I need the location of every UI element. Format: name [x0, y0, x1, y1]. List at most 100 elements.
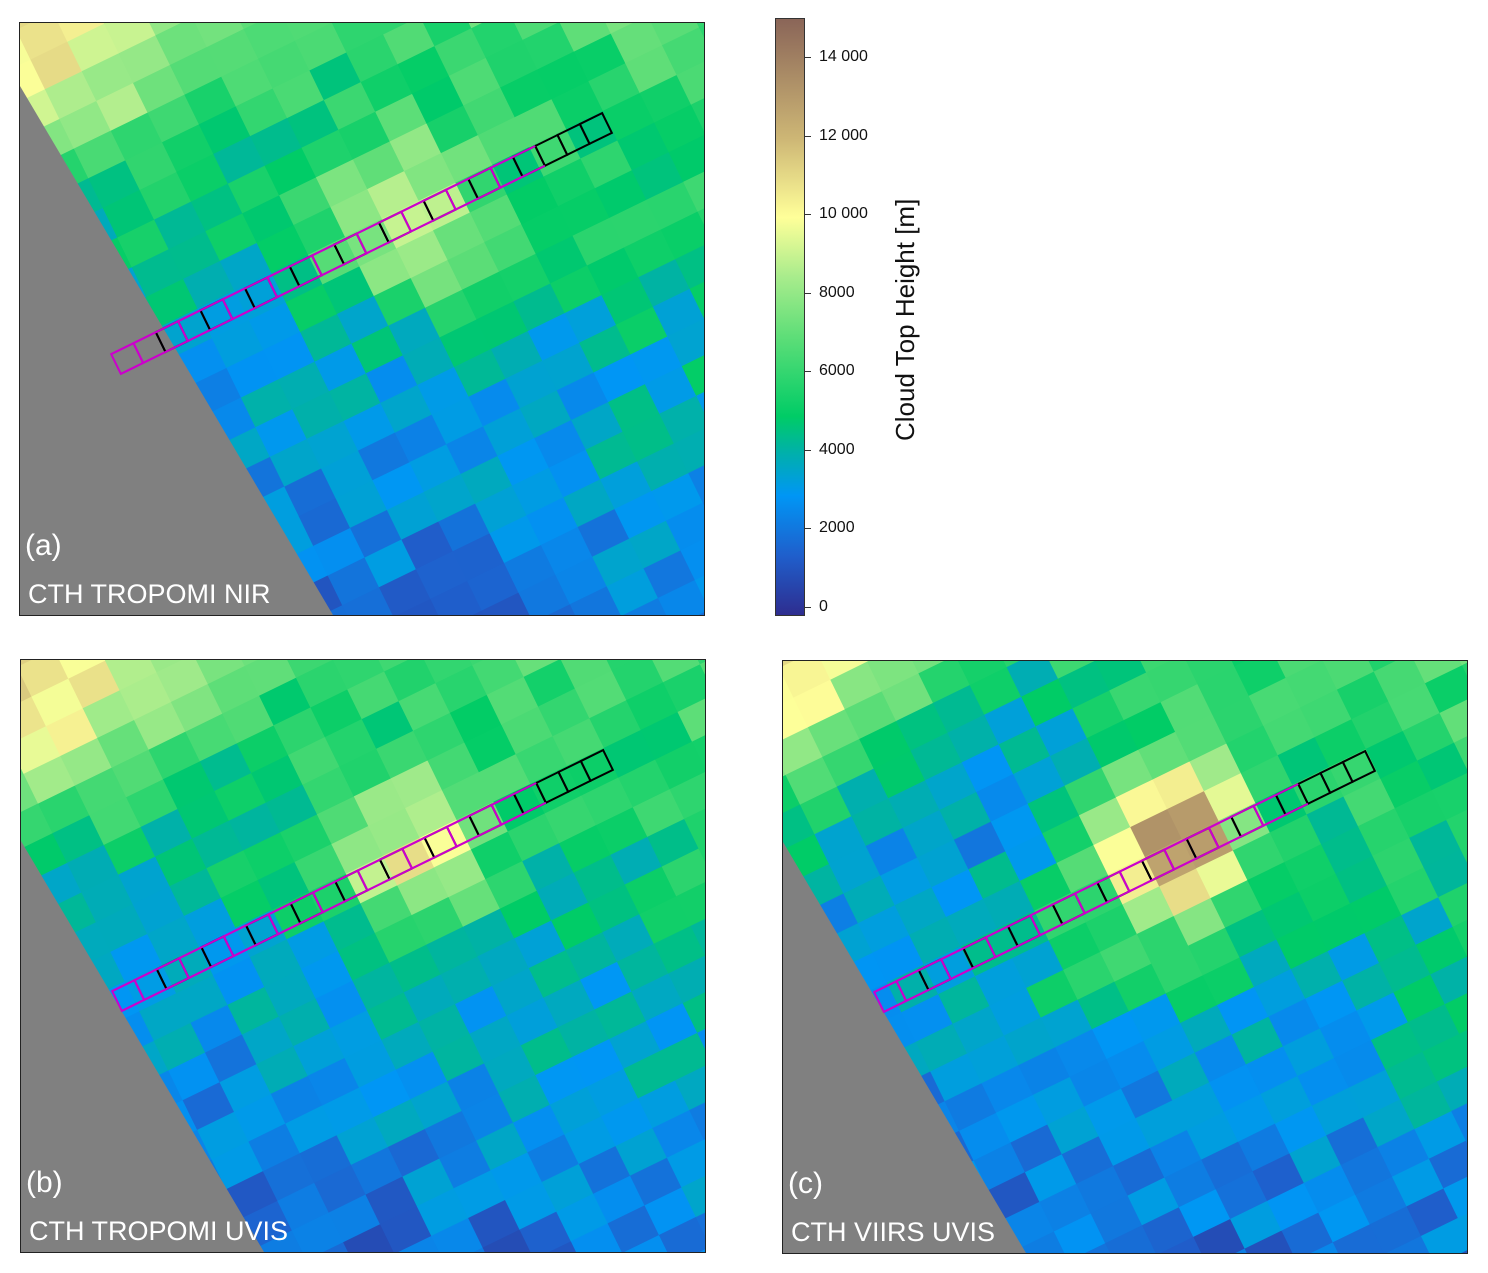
heatmap-cell [430, 580, 483, 615]
heatmap-cell [547, 604, 576, 615]
track-divider [177, 320, 189, 342]
colorbar-label: Cloud Top Height [m] [890, 198, 920, 442]
heatmap-cell [1438, 883, 1467, 928]
heatmap-cell [677, 698, 705, 743]
heatmap-cell [1417, 742, 1467, 791]
heatmap-cell [1459, 1030, 1467, 1050]
heatmap-cell [675, 245, 704, 290]
heatmap-cell [1386, 1235, 1430, 1253]
heatmap-cell [607, 1205, 660, 1252]
heatmap-cell [514, 23, 559, 41]
heatmap-cell [58, 23, 105, 43]
heatmap-cell [783, 804, 816, 851]
colorbar-tick [805, 135, 811, 137]
track [872, 749, 1377, 1014]
heatmap-cell [423, 23, 472, 47]
colorbar-tick [805, 371, 811, 373]
heatmap-cell [655, 741, 705, 790]
track-pixel [578, 111, 614, 146]
heatmap-cell [698, 24, 704, 38]
heatmap-cell [918, 661, 971, 704]
colorbar-tick-label: 6000 [819, 362, 855, 380]
heatmap-cell [548, 1241, 577, 1252]
track-divider [267, 914, 279, 935]
heatmap-cell [689, 281, 704, 319]
colorbar-tick [805, 292, 811, 294]
heatmap-cell [668, 955, 705, 1004]
heatmap-cell [1428, 1140, 1467, 1189]
heatmap-cell [696, 23, 704, 28]
heatmap-cell [694, 575, 704, 599]
track-divider [1029, 915, 1041, 936]
track-divider [378, 222, 390, 243]
heatmap-cell [472, 660, 525, 696]
heatmap-cell [523, 660, 576, 708]
heatmap-cell [21, 726, 62, 775]
heatmap-cell [783, 697, 809, 741]
track-divider [155, 968, 168, 990]
track-divider [199, 309, 212, 331]
track-divider [400, 211, 412, 232]
heatmap-cell [1431, 773, 1467, 821]
heatmap-cell [1053, 1213, 1106, 1253]
heatmap-cell [606, 568, 659, 615]
heatmap-cell [20, 23, 69, 61]
heatmap-cell [383, 23, 436, 65]
heatmap-cell [692, 735, 705, 769]
track-divider [1074, 893, 1086, 914]
heatmap-cell [1443, 1176, 1467, 1219]
track-divider [266, 277, 278, 298]
heatmap-cell [397, 598, 439, 615]
track-divider [379, 859, 391, 880]
heatmap-cell [473, 1247, 486, 1252]
heatmap-cell [431, 1217, 484, 1252]
track [110, 748, 615, 1013]
heatmap-cell [1420, 1217, 1467, 1253]
heatmap-cell [380, 1206, 433, 1252]
heatmap-cell [1277, 661, 1322, 679]
track-divider [940, 958, 952, 980]
heatmap-cell [657, 579, 704, 615]
heatmap-cell [1281, 1212, 1334, 1253]
heatmap-cell [20, 59, 46, 103]
heatmap-cell [1322, 661, 1375, 691]
heatmap-cell [703, 1139, 705, 1143]
heatmap-cell [697, 208, 704, 225]
track-divider [289, 903, 302, 924]
heatmap-cell [1140, 661, 1171, 673]
heatmap-cell [684, 808, 705, 850]
track-divider [401, 848, 413, 869]
heatmap-cell [958, 661, 1008, 686]
heatmap-cell [1017, 1231, 1065, 1253]
colorbar-tick-label: 8000 [819, 283, 855, 301]
heatmap-cell [560, 660, 613, 690]
heatmap-cell [1436, 1066, 1467, 1112]
heatmap-cell [652, 660, 701, 683]
heatmap-cell [667, 318, 704, 367]
panel-title: CTH VIIRS UVIS [791, 1217, 996, 1247]
heatmap-cell [676, 882, 705, 927]
colorbar-tick-label: 4000 [819, 440, 855, 458]
heatmap-cell [698, 612, 704, 615]
track-divider [917, 969, 930, 991]
heatmap-cell [332, 660, 385, 690]
heatmap-cell [676, 61, 704, 106]
colorbar-tick [805, 528, 811, 530]
track-edge [120, 164, 546, 375]
heatmap-cell [1094, 661, 1147, 691]
track-divider [356, 870, 369, 891]
track-divider [423, 837, 436, 858]
track-divider [1163, 849, 1175, 870]
heatmap-cell [1235, 1248, 1248, 1253]
track-divider [1141, 860, 1153, 881]
no-data-region [20, 86, 333, 615]
heatmap-cell [149, 23, 183, 36]
no-data-region [783, 842, 1026, 1253]
track-divider [1252, 805, 1265, 827]
heatmap-cell [690, 918, 705, 956]
track [109, 111, 614, 376]
track-divider [445, 189, 457, 210]
heatmap-cell [668, 135, 704, 183]
heatmap-cell [1332, 1224, 1385, 1253]
heatmap-a [20, 23, 704, 615]
